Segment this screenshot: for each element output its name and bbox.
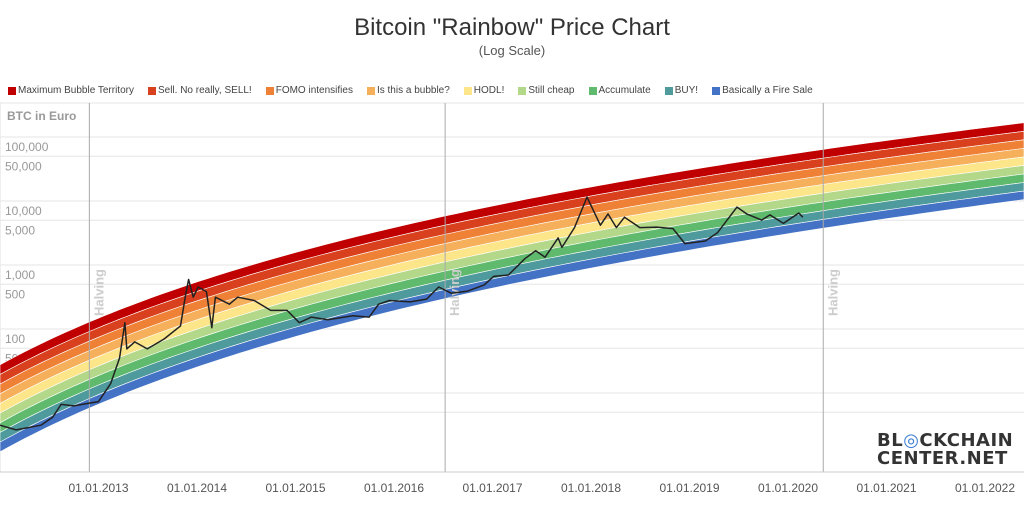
legend-label: HODL! (473, 85, 505, 96)
x-tick-label: 01.01.2018 (561, 481, 621, 495)
legend-label: Is this a bubble? (376, 85, 450, 96)
chart-subtitle: (Log Scale) (478, 43, 546, 58)
legend-label: Basically a Fire Sale (722, 85, 813, 96)
legend-swatch (518, 86, 527, 95)
legend-label: Sell. No really, SELL! (157, 85, 252, 96)
legend-label: Still cheap (528, 85, 575, 96)
chart-title: Bitcoin "Rainbow" Price Chart (354, 14, 670, 41)
legend-swatch (712, 86, 721, 95)
y-tick-label: 5,000 (5, 223, 35, 237)
halving-label: Halving (91, 269, 106, 316)
legend-label: Accumulate (598, 85, 651, 96)
x-tick-label: 01.01.2019 (659, 481, 719, 495)
legend-item[interactable]: FOMO intensifies (265, 85, 353, 96)
y-tick-label: 100 (5, 332, 25, 346)
legend-item[interactable]: Still cheap (518, 85, 575, 96)
x-tick-label: 01.01.2016 (364, 481, 424, 495)
y-axis-title: BTC in Euro (7, 109, 76, 123)
legend-item[interactable]: BUY! (664, 85, 699, 96)
legend-swatch (366, 86, 375, 95)
legend-swatch (588, 86, 597, 95)
y-tick-label: 50,000 (5, 159, 42, 173)
blockchaincenter-logo: BL◎CKCHAIN CENTER.NET (877, 430, 1014, 469)
legend-item[interactable]: HODL! (463, 85, 505, 96)
legend-swatch (664, 86, 673, 95)
legend-label: FOMO intensifies (275, 85, 353, 96)
legend-label: BUY! (674, 85, 699, 96)
legend-item[interactable]: Is this a bubble? (366, 85, 450, 96)
legend-item[interactable]: Maximum Bubble Territory (8, 85, 134, 96)
x-tick-label: 01.01.2020 (758, 481, 818, 495)
legend-item[interactable]: Accumulate (588, 85, 651, 96)
x-tick-label: 01.01.2017 (462, 481, 522, 495)
y-tick-label: 10,000 (5, 204, 42, 218)
legend-item[interactable]: Sell. No really, SELL! (147, 85, 252, 96)
y-tick-label: 1,000 (5, 268, 35, 282)
x-tick-label: 01.01.2013 (68, 481, 128, 495)
x-tick-label: 01.01.2014 (167, 481, 227, 495)
legend-swatch (8, 86, 16, 95)
legend-swatch (147, 86, 156, 95)
halving-label: Halving (825, 269, 840, 316)
legend-label: Maximum Bubble Territory (18, 85, 134, 96)
y-tick-label: 500 (5, 287, 25, 301)
legend-item[interactable]: Basically a Fire Sale (712, 85, 813, 96)
price-line (0, 196, 804, 431)
x-tick-label: 01.01.2022 (955, 481, 1015, 495)
legend-swatch (265, 86, 274, 95)
legend: Maximum Bubble Territory Sell. No really,… (8, 85, 813, 96)
y-tick-label: 100,000 (5, 140, 49, 154)
rainbow-band (0, 190, 1024, 453)
legend-swatch (463, 86, 472, 95)
x-tick-label: 01.01.2015 (265, 481, 325, 495)
x-tick-label: 01.01.2021 (856, 481, 916, 495)
